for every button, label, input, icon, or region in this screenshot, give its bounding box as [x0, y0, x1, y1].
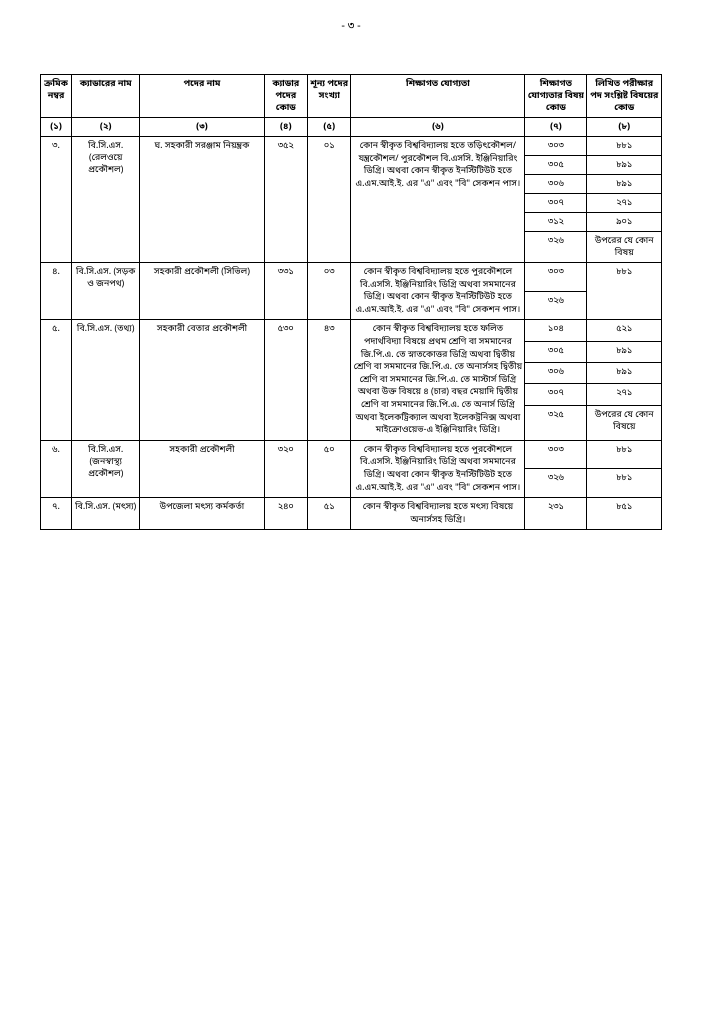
- cell-code: ৩৩১: [264, 263, 307, 320]
- cell-subcode: ৩০৭: [525, 194, 587, 213]
- cell-subcode: ২৩১: [525, 498, 587, 530]
- header-qualification: শিক্ষাগত যোগ্যতা: [351, 75, 525, 118]
- cell-cadre: বি.সি.এস. (সড়ক ও জনপথ): [72, 263, 140, 320]
- cell-vacancy: ০১: [308, 137, 351, 263]
- page-number: - ৩ -: [40, 20, 662, 34]
- cell-post: উপজেলা মৎস্য কর্মকর্তা: [140, 498, 264, 530]
- document-page: - ৩ - ক্রমিক নম্বর ক্যাডারের নাম পদের না…: [0, 0, 702, 1024]
- hn8: (৮): [587, 118, 662, 137]
- cell-code: ৩২০: [264, 440, 307, 497]
- cell-qualification: কোন স্বীকৃত বিশ্ববিদ্যালয় হতে পুরকৌশলে …: [351, 440, 525, 497]
- cell-examcode: ৮৮১: [587, 263, 662, 320]
- cell-post: সহকারী বেতার প্রকৌশলী: [140, 320, 264, 440]
- cell-subcode: ৩০৩: [525, 137, 587, 156]
- cell-post: সহকারী প্রকৌশলী: [140, 440, 264, 497]
- header-code: ক্যাডার পদের কোড: [264, 75, 307, 118]
- table-row: ৪. বি.সি.এস. (সড়ক ও জনপথ) সহকারী প্রকৌশ…: [41, 263, 662, 292]
- cell-vacancy: ৫১: [308, 498, 351, 530]
- cell-subcode: ৩০৩: [525, 263, 587, 292]
- hn1: (১): [41, 118, 72, 137]
- cell-subcode: ৩২৫: [525, 405, 587, 440]
- cell-code: ৩৫২: [264, 137, 307, 263]
- cell-code: ২৪০: [264, 498, 307, 530]
- table-row: ৬. বি.সি.এস. (জনস্বাস্থ্য প্রকৌশল) সহকার…: [41, 440, 662, 469]
- header-row: ক্রমিক নম্বর ক্যাডারের নাম পদের নাম ক্যা…: [41, 75, 662, 118]
- cell-examcode: ৮৯১: [587, 363, 662, 384]
- header-vacancy: শূন্য পদের সংখ্যা: [308, 75, 351, 118]
- cell-examcode: ৮৮১: [587, 137, 662, 156]
- cell-examcode: ৮৫১: [587, 498, 662, 530]
- header-post: পদের নাম: [140, 75, 264, 118]
- header-serial: ক্রমিক নম্বর: [41, 75, 72, 118]
- cell-subcode: ৩১২: [525, 213, 587, 232]
- cell-subcode: ৩০৫: [525, 341, 587, 362]
- cell-subcode: ৩০৩: [525, 440, 587, 469]
- cell-subcode: ১০৪: [525, 320, 587, 341]
- table-row: ৭. বি.সি.এস. (মৎস্য) উপজেলা মৎস্য কর্মকর…: [41, 498, 662, 530]
- hn6: (৬): [351, 118, 525, 137]
- cell-cadre: বি.সি.এস. (জনস্বাস্থ্য প্রকৌশল): [72, 440, 140, 497]
- cell-subcode: ৩০৬: [525, 175, 587, 194]
- cell-post: সহকারী প্রকৌশলী (সিভিল): [140, 263, 264, 320]
- cell-examcode: ৮৯১: [587, 156, 662, 175]
- cell-subcode: ৩২৬: [525, 291, 587, 320]
- cell-subcode: ৩০৬: [525, 363, 587, 384]
- cell-subcode: ৩০৫: [525, 156, 587, 175]
- cell-subcode: ৩২৬: [525, 469, 587, 498]
- cell-serial: ৭.: [41, 498, 72, 530]
- cell-subcode: ৩২৬: [525, 232, 587, 263]
- cell-post: ঘ. সহকারী সরঞ্জাম নিয়ন্ত্রক: [140, 137, 264, 263]
- cell-examcode: ৮৯১: [587, 175, 662, 194]
- header-cadre: ক্যাডারের নাম: [72, 75, 140, 118]
- cell-examcode: ৯০১: [587, 213, 662, 232]
- cell-examcode: ৮৮১: [587, 440, 662, 469]
- cell-qualification: কোন স্বীকৃত বিশ্ববিদ্যালয় হতে তড়িৎকৌশল…: [351, 137, 525, 263]
- cell-vacancy: ৫০: [308, 440, 351, 497]
- header-exam-code: লিখিত পরীক্ষার পদ সংশ্লিষ্ট বিষয়ের কোড: [587, 75, 662, 118]
- hn7: (৭): [525, 118, 587, 137]
- cell-cadre: বি.সি.এস. (তথ্য): [72, 320, 140, 440]
- cell-cadre: বি.সি.এস. (রেলওয়ে প্রকৌশল): [72, 137, 140, 263]
- cell-qualification: কোন স্বীকৃত বিশ্ববিদ্যালয় হতে পুরকৌশলে …: [351, 263, 525, 320]
- hn3: (৩): [140, 118, 264, 137]
- cell-qualification: কোন স্বীকৃত বিশ্ববিদ্যালয় হতে ফলিত পদার…: [351, 320, 525, 440]
- cell-qualification: কোন স্বীকৃত বিশ্ববিদ্যালয় হতে মৎস্য বিষ…: [351, 498, 525, 530]
- table-row: ৩. বি.সি.এস. (রেলওয়ে প্রকৌশল) ঘ. সহকারী…: [41, 137, 662, 156]
- cell-cadre: বি.সি.এস. (মৎস্য): [72, 498, 140, 530]
- cell-serial: ৬.: [41, 440, 72, 497]
- cell-code: ৫৩০: [264, 320, 307, 440]
- cell-serial: ৫.: [41, 320, 72, 440]
- cell-examcode: উপরের যে কোন বিষয়ে: [587, 405, 662, 440]
- cell-examcode: ২৭১: [587, 194, 662, 213]
- data-table: ক্রমিক নম্বর ক্যাডারের নাম পদের নাম ক্যা…: [40, 74, 662, 530]
- header-number-row: (১) (২) (৩) (৪) (৫) (৬) (৭) (৮): [41, 118, 662, 137]
- cell-serial: ৪.: [41, 263, 72, 320]
- cell-vacancy: ০৩: [308, 263, 351, 320]
- cell-examcode: ৮৯১: [587, 341, 662, 362]
- hn2: (২): [72, 118, 140, 137]
- cell-examcode: ৫২১: [587, 320, 662, 341]
- cell-examcode: ২৭১: [587, 384, 662, 405]
- hn4: (৪): [264, 118, 307, 137]
- hn5: (৫): [308, 118, 351, 137]
- cell-examcode: ৮৮১: [587, 469, 662, 498]
- cell-serial: ৩.: [41, 137, 72, 263]
- cell-subcode: ৩০৭: [525, 384, 587, 405]
- cell-examcode: উপরের যে কোন বিষয়: [587, 232, 662, 263]
- table-row: ৫. বি.সি.এস. (তথ্য) সহকারী বেতার প্রকৌশল…: [41, 320, 662, 341]
- header-subject-code: শিক্ষাগত যোগ্যতার বিষয় কোড: [525, 75, 587, 118]
- cell-vacancy: ৪৩: [308, 320, 351, 440]
